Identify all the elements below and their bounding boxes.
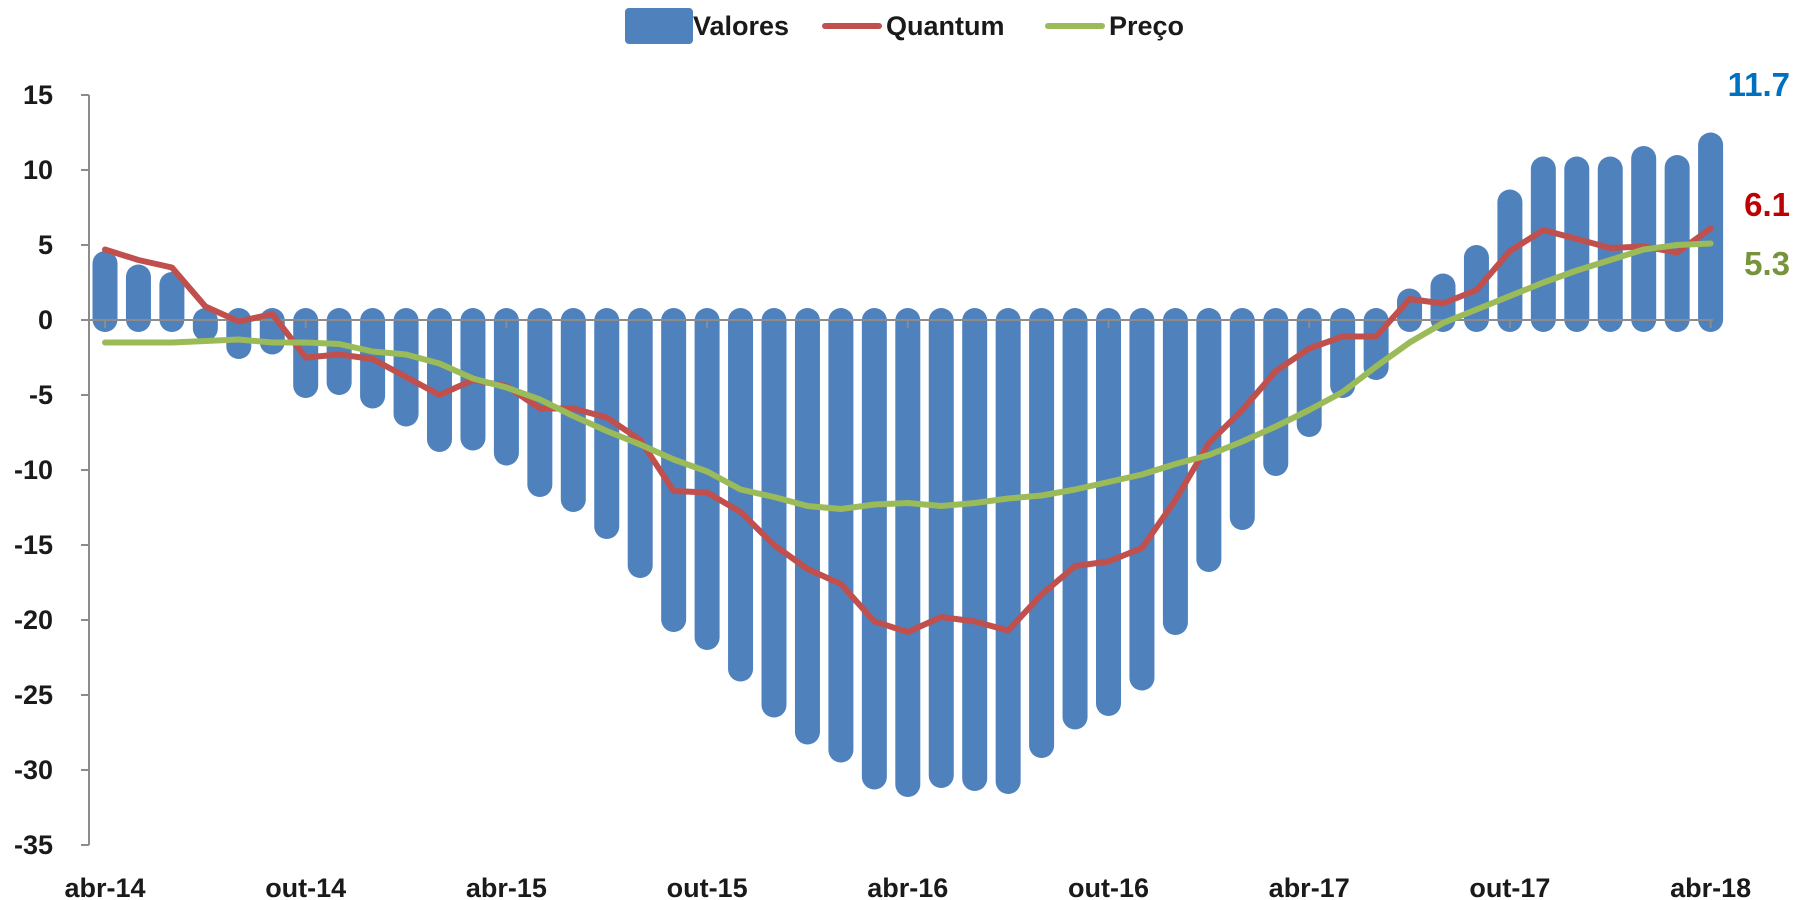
bar-mar-16 xyxy=(862,308,887,790)
bar-mai-16 xyxy=(929,308,954,788)
bar-nov-14 xyxy=(327,308,352,395)
y-tick-label: -10 xyxy=(14,455,53,485)
bar-fev-16 xyxy=(828,308,853,763)
y-tick-label: -20 xyxy=(14,605,53,635)
x-tick-label: abr-18 xyxy=(1670,873,1751,900)
bar-nov-17 xyxy=(1531,157,1556,333)
y-tick-label: 5 xyxy=(38,230,53,260)
bar-ago-16 xyxy=(1029,308,1054,758)
bar-set-15 xyxy=(661,308,686,632)
bar-nov-16 xyxy=(1129,308,1154,691)
y-tick-label: 15 xyxy=(23,80,53,110)
y-tick-label: -30 xyxy=(14,755,53,785)
end-value-label: 11.7 xyxy=(1728,66,1790,103)
bar-jan-16 xyxy=(795,308,820,745)
end-value-label: 6.1 xyxy=(1744,186,1790,223)
y-tick-label: -15 xyxy=(14,530,53,560)
y-tick-label: 0 xyxy=(38,305,53,335)
x-tick-label: out-14 xyxy=(265,873,346,900)
y-tick-label: 10 xyxy=(23,155,53,185)
bar-nov-15 xyxy=(728,308,753,682)
y-tick-label: -5 xyxy=(29,380,53,410)
bar-fev-15 xyxy=(427,308,452,452)
bar-dez-16 xyxy=(1163,308,1188,635)
bar-mar-17 xyxy=(1263,308,1288,476)
x-tick-label: abr-16 xyxy=(867,873,948,900)
bar-fev-18 xyxy=(1631,146,1656,332)
x-tick-label: out-16 xyxy=(1068,873,1149,900)
bar-set-16 xyxy=(1063,308,1088,730)
x-tick-label: out-15 xyxy=(667,873,748,900)
x-tick-label: abr-14 xyxy=(64,873,145,900)
end-value-label: 5.3 xyxy=(1744,245,1790,282)
bars-valores xyxy=(93,133,1724,798)
x-tick-label: out-17 xyxy=(1469,873,1550,900)
y-tick-label: -35 xyxy=(14,830,53,860)
bar-jun-16 xyxy=(962,308,987,791)
bar-jan-15 xyxy=(394,308,419,427)
x-tick-label: abr-17 xyxy=(1269,873,1350,900)
bar-mai-14 xyxy=(126,265,151,333)
bar-out-16 xyxy=(1096,308,1121,716)
bar-abr-16 xyxy=(895,308,920,797)
bar-dez-15 xyxy=(762,308,787,718)
bar-jul-16 xyxy=(996,308,1021,794)
y-tick-label: -25 xyxy=(14,680,53,710)
x-tick-label: abr-15 xyxy=(466,873,547,900)
